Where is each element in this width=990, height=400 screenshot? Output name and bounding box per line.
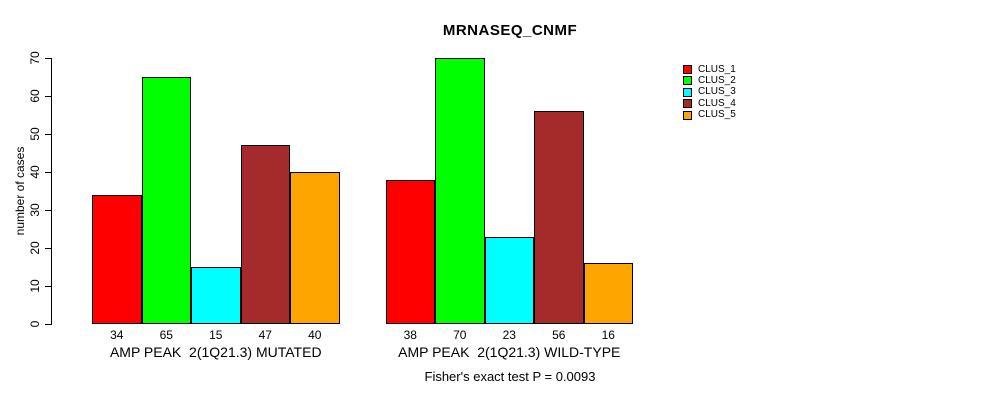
legend-label: CLUS_2	[698, 74, 736, 86]
bar-value-label: 65	[159, 328, 173, 342]
y-axis-tick	[45, 209, 52, 211]
y-axis-tick	[45, 133, 52, 135]
y-axis-tick-label: 20	[28, 241, 42, 255]
y-axis-tick	[45, 247, 52, 249]
y-axis-tick-label: 70	[28, 51, 42, 65]
legend-swatch	[683, 110, 692, 120]
chart-title: MRNASEQ_CNMF	[442, 22, 578, 39]
y-axis-tick-label: 10	[28, 279, 42, 293]
legend-item: CLUS_2	[683, 75, 736, 86]
legend-swatch	[683, 87, 692, 97]
bar-value-label: 23	[502, 328, 516, 342]
legend-label: CLUS_5	[698, 109, 736, 121]
bar-clus_3	[484, 236, 534, 324]
bar-value-label: 40	[308, 328, 322, 342]
legend-item: CLUS_5	[683, 110, 736, 121]
y-axis-tick-label: 40	[28, 165, 42, 179]
bar-clus_2	[141, 77, 191, 324]
bar-value-label: 38	[403, 328, 417, 342]
y-axis-tick	[45, 285, 52, 287]
y-axis-tick	[45, 95, 52, 97]
bar-clus_2	[435, 58, 485, 324]
legend-swatch	[683, 65, 692, 74]
y-axis-line	[51, 58, 52, 325]
group-label: AMP PEAK 2(1Q21.3) MUTATED	[109, 344, 322, 360]
bar-value-label: 56	[552, 328, 566, 342]
fisher-test-caption: Fisher's exact test P = 0.0093	[424, 369, 596, 384]
bar-clus_1	[385, 179, 435, 324]
legend-label: CLUS_3	[698, 86, 736, 98]
bar-clus_5	[290, 172, 340, 324]
legend: CLUS_1 CLUS_2 CLUS_3 CLUS_4 CLUS_5	[683, 64, 793, 134]
y-axis-tick-label: 30	[28, 203, 42, 217]
legend-item: CLUS_3	[683, 87, 736, 98]
bar-value-label: 16	[601, 328, 615, 342]
bar-value-label: 34	[110, 328, 124, 342]
legend-label: CLUS_4	[698, 97, 736, 109]
bar-clus_1	[92, 194, 142, 324]
legend-item: CLUS_4	[683, 98, 736, 109]
legend-label: CLUS_1	[698, 63, 736, 75]
bar-value-label: 70	[453, 328, 467, 342]
bar-clus_4	[240, 145, 290, 324]
bar-value-label: 15	[209, 328, 223, 342]
bar-clus_3	[191, 267, 241, 324]
y-axis-tick-label: 50	[28, 127, 42, 141]
legend-swatch	[683, 99, 692, 109]
bar-clus_5	[583, 263, 633, 324]
legend-item: CLUS_1	[683, 64, 736, 75]
y-axis-tick	[45, 57, 52, 59]
group-label: AMP PEAK 2(1Q21.3) WILD-TYPE	[398, 344, 621, 360]
y-axis-tick	[45, 323, 52, 325]
bar-clus_4	[534, 111, 584, 324]
legend-swatch	[683, 76, 692, 86]
y-axis-tick	[45, 171, 52, 173]
y-axis-tick-label: 0	[28, 320, 42, 328]
y-axis-tick-label: 60	[28, 89, 42, 103]
bar-value-label: 47	[258, 328, 272, 342]
